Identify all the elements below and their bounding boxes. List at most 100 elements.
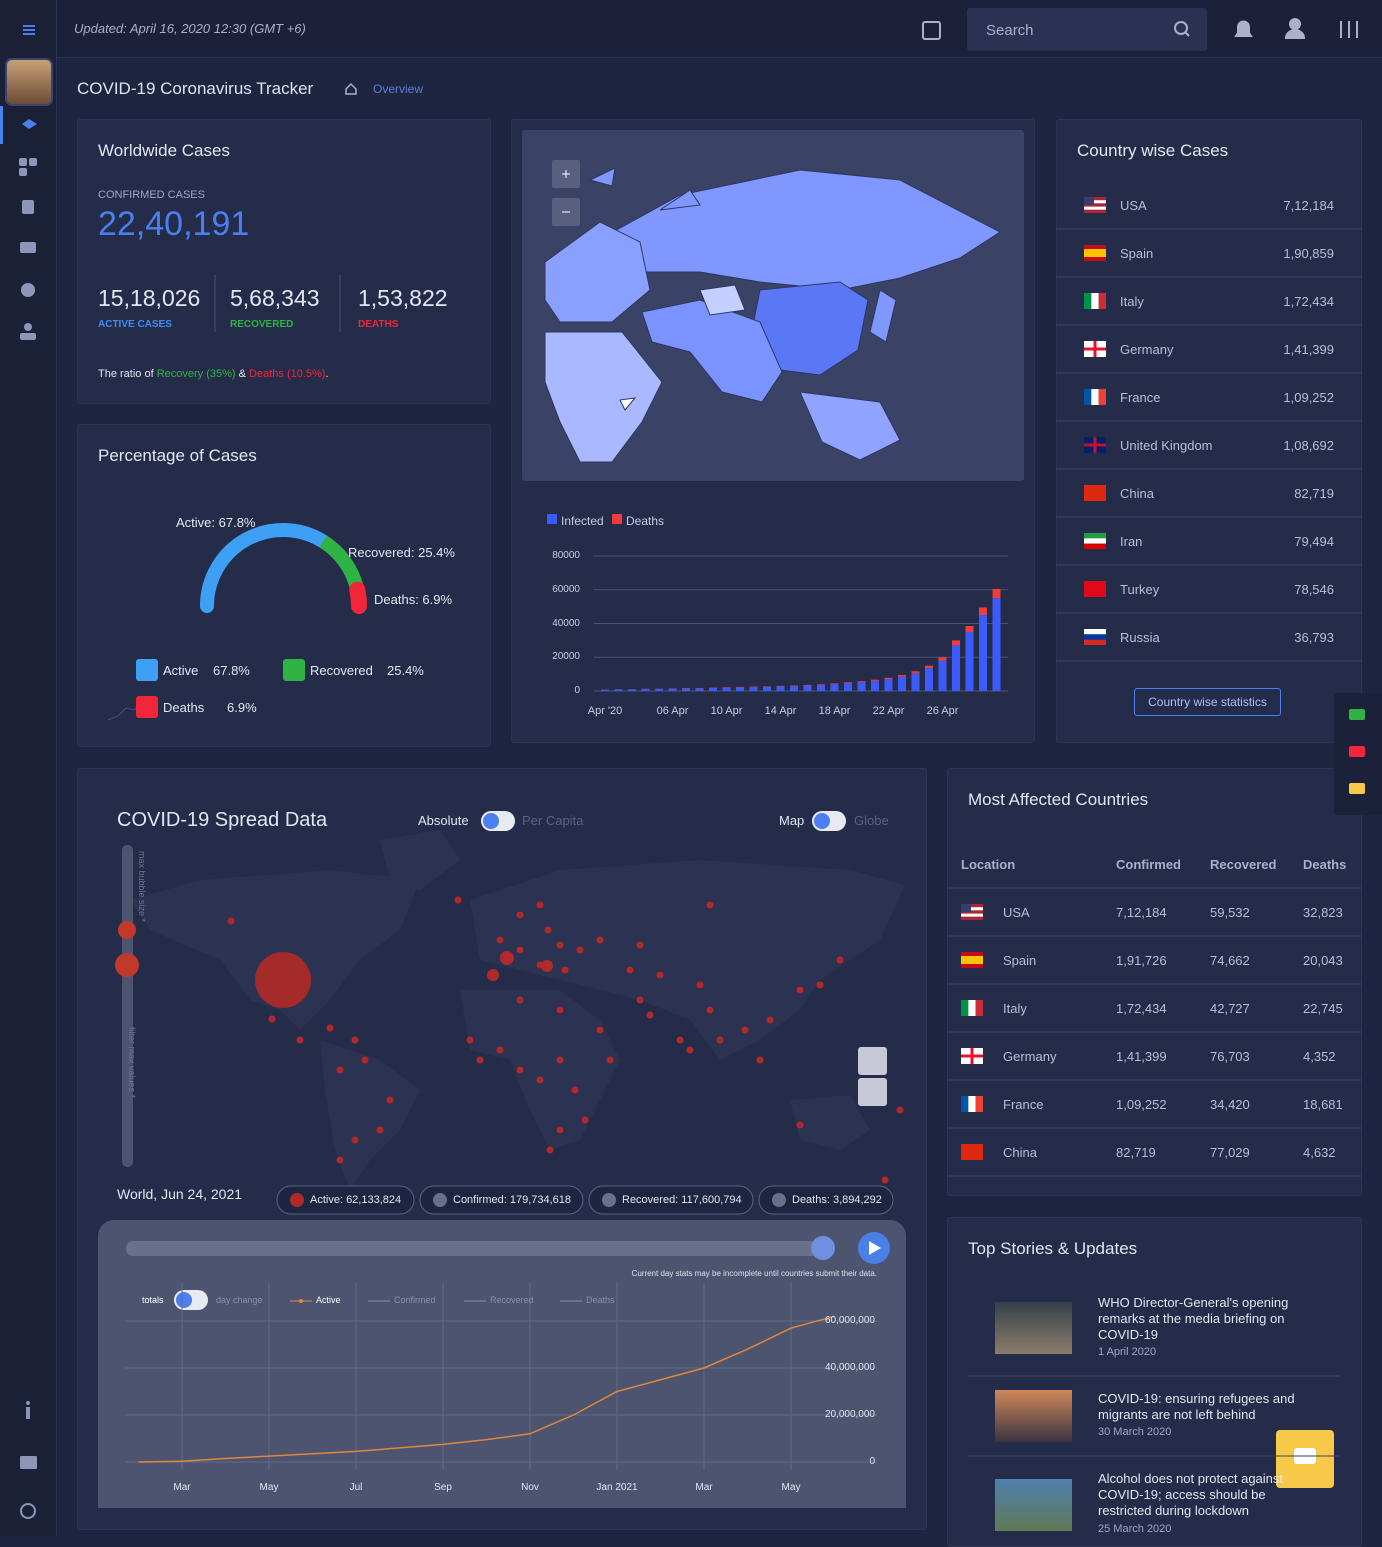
- table-cell: 59,532: [1210, 906, 1250, 919]
- legend-label: Recovered: [310, 664, 373, 677]
- country-name: USA: [1120, 199, 1147, 212]
- country-name: Germany: [1120, 343, 1173, 356]
- y-tick-label: 20000: [520, 652, 580, 662]
- card-title: Top Stories & Updates: [968, 1240, 1137, 1257]
- country-cases: 1,41,399: [1234, 343, 1334, 356]
- y-tick-label: 20,000,000: [775, 1410, 875, 1420]
- x-tick-label: 10 Apr: [697, 706, 757, 717]
- x-tick-label: Sep: [408, 1483, 478, 1493]
- table-cell: 76,703: [1210, 1050, 1250, 1063]
- mode-label[interactable]: day change: [216, 1296, 263, 1305]
- stat-value: 15,18,026: [98, 287, 200, 310]
- text: The ratio of: [98, 368, 154, 380]
- legend-label: Active: [316, 1296, 341, 1305]
- country-name: United Kingdom: [1120, 439, 1213, 452]
- table-cell: 1,09,252: [1116, 1098, 1167, 1111]
- table-cell: Germany: [1003, 1050, 1056, 1063]
- page-title: COVID-19 Coronavirus Tracker: [77, 80, 313, 97]
- y-tick-label: 40000: [520, 619, 580, 629]
- sidebar: [0, 0, 57, 1536]
- table-cell: 34,420: [1210, 1098, 1250, 1111]
- legend-label: Active: [163, 664, 198, 677]
- story-title: WHO Director-General's opening remarks a…: [1098, 1295, 1313, 1343]
- y-tick-label: 0: [775, 1457, 875, 1467]
- table-cell: 1,91,726: [1116, 954, 1167, 967]
- confirmed-value: 22,40,191: [98, 207, 249, 241]
- y-tick-label: 0: [520, 686, 580, 696]
- country-cases: 1,90,859: [1234, 247, 1334, 260]
- stats-button[interactable]: Country wise statistics: [1134, 688, 1281, 716]
- x-tick-label: 26 Apr: [913, 706, 973, 717]
- country-name: China: [1120, 487, 1154, 500]
- ratio-text: The ratio of Recovery (35%) & Deaths (10…: [98, 369, 329, 380]
- legend-label: Deaths: [626, 515, 664, 527]
- card-title: Percentage of Cases: [98, 447, 257, 464]
- story-title: Alcohol does not protect against COVID-1…: [1098, 1471, 1313, 1519]
- legend-value: 67.8%: [213, 664, 250, 677]
- label: CONFIRMED CASES: [98, 190, 205, 201]
- table-cell: 18,681: [1303, 1098, 1343, 1111]
- table-cell: 20,043: [1303, 954, 1343, 967]
- table-cell: Spain: [1003, 954, 1036, 967]
- date-label: World, Jun 24, 2021: [117, 1187, 242, 1201]
- legend-label: Confirmed: [394, 1296, 436, 1305]
- card-title: COVID-19 Spread Data: [117, 810, 327, 830]
- text: Deaths (10.5%): [249, 368, 325, 380]
- x-tick-label: May: [756, 1483, 826, 1493]
- pill-text: Active: 62,133,824: [310, 1195, 401, 1206]
- toggle-label[interactable]: Map: [779, 814, 804, 827]
- side-tab[interactable]: [1334, 693, 1382, 815]
- arc-label: Active: 67.8%: [176, 516, 256, 529]
- note: Current day stats may be incomplete unti…: [500, 1270, 877, 1278]
- arc-label: Recovered: 25.4%: [348, 546, 455, 559]
- country-name: Italy: [1120, 295, 1144, 308]
- percentage-card: [77, 424, 491, 747]
- stat-label: RECOVERED: [230, 320, 293, 330]
- story-date: 1 April 2020: [1098, 1347, 1156, 1358]
- table-cell: 1,41,399: [1116, 1050, 1167, 1063]
- search-placeholder[interactable]: Search: [986, 23, 1034, 38]
- x-tick-label: 22 Apr: [859, 706, 919, 717]
- table-cell: 4,632: [1303, 1146, 1336, 1159]
- country-name: Iran: [1120, 535, 1142, 548]
- toggle-label[interactable]: Per Capita: [522, 814, 583, 827]
- pill-text: Recovered: 117,600,794: [622, 1195, 742, 1206]
- stat-value: 5,68,343: [230, 287, 320, 310]
- stat-label: ACTIVE CASES: [98, 320, 172, 330]
- table-cell: 82,719: [1116, 1146, 1156, 1159]
- y-tick-label: 80000: [520, 551, 580, 561]
- table-cell: USA: [1003, 906, 1030, 919]
- x-tick-label: May: [234, 1483, 304, 1493]
- toggle-label[interactable]: Globe: [854, 814, 889, 827]
- worldwide-card: [77, 119, 491, 404]
- country-cases: 7,12,184: [1234, 199, 1334, 212]
- x-tick-label: Mar: [669, 1483, 739, 1493]
- home-icon[interactable]: [346, 84, 356, 94]
- breadcrumb[interactable]: Overview: [373, 83, 423, 95]
- x-tick-label: 06 Apr: [643, 706, 703, 717]
- stat-value: 1,53,822: [358, 287, 448, 310]
- x-tick-label: Mar: [147, 1483, 217, 1493]
- table-cell: 32,823: [1303, 906, 1343, 919]
- table-cell: 1,72,434: [1116, 1002, 1167, 1015]
- country-cases: 1,08,692: [1234, 439, 1334, 452]
- legend-label: Infected: [561, 515, 604, 527]
- card-title: Country wise Cases: [1077, 142, 1228, 159]
- country-name: France: [1120, 391, 1160, 404]
- text: Recovery (35%): [157, 368, 236, 380]
- slider-label: max bubble size *: [137, 851, 146, 922]
- mode-label[interactable]: totals: [142, 1296, 164, 1305]
- legend-label: Recovered: [490, 1296, 534, 1305]
- country-name: Turkey: [1120, 583, 1159, 596]
- country-cases: 36,793: [1234, 631, 1334, 644]
- table-cell: 22,745: [1303, 1002, 1343, 1015]
- country-cases: 1,09,252: [1234, 391, 1334, 404]
- country-name: Spain: [1120, 247, 1153, 260]
- country-cases: 1,72,434: [1234, 295, 1334, 308]
- table-cell: Italy: [1003, 1002, 1027, 1015]
- toggle-label[interactable]: Absolute: [418, 814, 469, 827]
- y-tick-label: 40,000,000: [775, 1363, 875, 1373]
- updated-text: Updated: April 16, 2020 12:30 (GMT +6): [74, 22, 306, 35]
